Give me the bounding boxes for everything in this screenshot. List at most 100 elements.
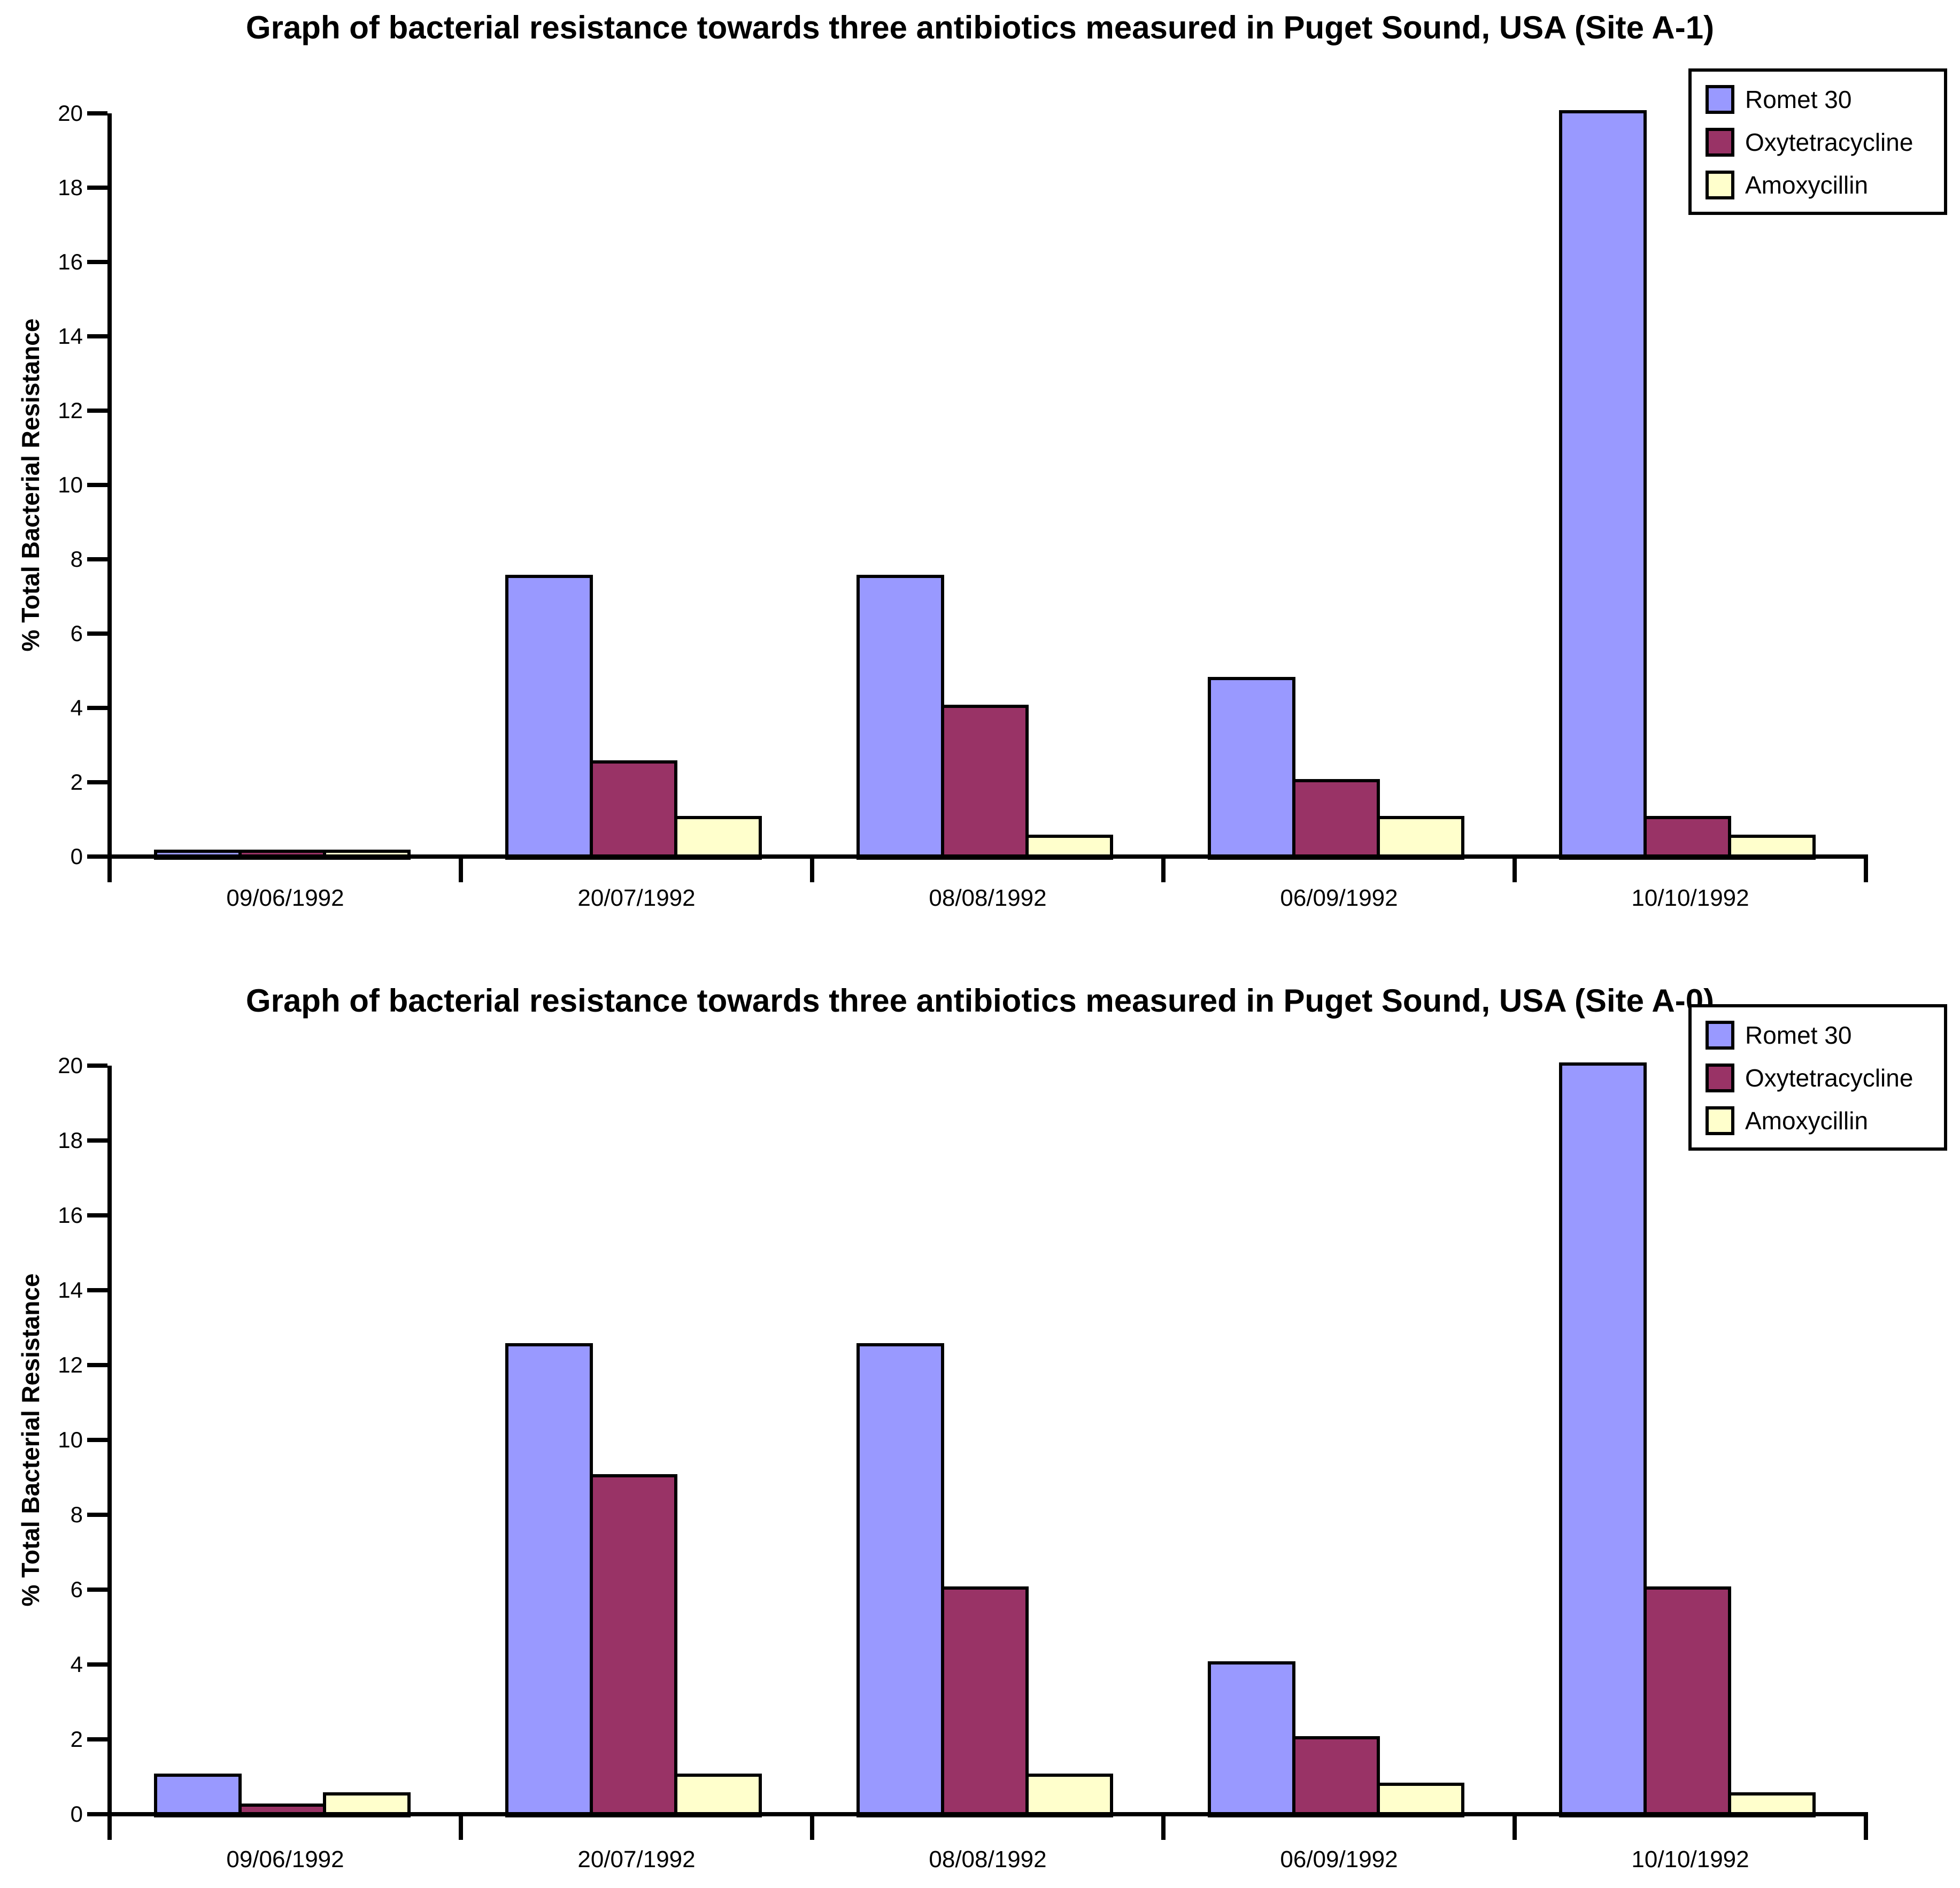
y-tick-label: 4	[70, 695, 83, 720]
legend-label: Amoxycillin	[1745, 171, 1869, 199]
y-tick	[87, 706, 107, 710]
bar-romet-30-20-07-1992	[505, 575, 593, 860]
y-axis-line	[107, 113, 112, 882]
y-tick	[87, 854, 107, 859]
legend-item: Oxytetracycline	[1692, 1057, 1944, 1099]
bar-romet-30-09-06-1992	[154, 1774, 242, 1817]
y-tick	[87, 334, 107, 338]
legend-swatch-oxytetracycline	[1706, 1064, 1734, 1092]
x-tick	[1161, 1812, 1166, 1840]
x-axis-line	[107, 854, 1868, 859]
legend-swatch-oxytetracycline	[1706, 128, 1734, 157]
x-tick	[459, 854, 463, 882]
legend-item: Romet 30	[1692, 1014, 1944, 1057]
bar-oxytetracycline-20-07-1992	[590, 1474, 677, 1817]
y-tick-label: 10	[58, 1427, 83, 1452]
legend-item: Amoxycillin	[1692, 164, 1944, 206]
y-tick-label: 8	[70, 1502, 83, 1527]
y-tick	[87, 1588, 107, 1592]
y-tick	[87, 1288, 107, 1292]
y-tick-label: 6	[70, 621, 83, 646]
y-tick-label: 18	[58, 1128, 83, 1153]
legend-item: Romet 30	[1692, 78, 1944, 121]
y-tick	[87, 1363, 107, 1367]
x-category-label: 08/08/1992	[929, 1846, 1047, 1872]
y-tick-label: 0	[70, 1801, 83, 1827]
bar-oxytetracycline-10-10-1992	[1643, 816, 1731, 860]
bar-romet-30-08-08-1992	[856, 1343, 944, 1817]
x-category-label: 20/07/1992	[577, 885, 696, 911]
bar-amoxycillin-20-07-1992	[674, 1774, 762, 1817]
bar-romet-30-06-09-1992	[1208, 677, 1295, 860]
x-tick	[1161, 854, 1166, 882]
bar-oxytetracycline-06-09-1992	[1292, 1736, 1380, 1817]
legend-label: Romet 30	[1745, 86, 1852, 113]
x-tick	[810, 1812, 814, 1840]
x-tick	[1864, 854, 1868, 882]
bar-amoxycillin-08-08-1992	[1025, 1774, 1113, 1817]
y-tick	[87, 1064, 107, 1068]
x-tick	[1513, 1812, 1517, 1840]
y-tick-label: 8	[70, 546, 83, 572]
legend-swatch-romet-30	[1706, 1021, 1734, 1050]
y-tick	[87, 111, 107, 115]
y-tick-label: 14	[58, 1277, 83, 1303]
y-tick-label: 18	[58, 175, 83, 200]
bar-oxytetracycline-10-10-1992	[1643, 1586, 1731, 1817]
x-category-label: 10/10/1992	[1631, 1846, 1749, 1872]
legend-item: Oxytetracycline	[1692, 121, 1944, 164]
bar-romet-30-20-07-1992	[505, 1343, 593, 1817]
y-tick-label: 0	[70, 844, 83, 869]
y-tick	[87, 780, 107, 784]
bar-oxytetracycline-08-08-1992	[941, 1586, 1029, 1817]
legend-label: Oxytetracycline	[1745, 1064, 1913, 1092]
x-category-label: 09/06/1992	[226, 885, 344, 911]
y-tick	[87, 1438, 107, 1442]
y-tick	[87, 1737, 107, 1741]
x-tick	[1513, 854, 1517, 882]
x-category-label: 09/06/1992	[226, 1846, 344, 1872]
bar-oxytetracycline-06-09-1992	[1292, 779, 1380, 860]
y-axis-line	[107, 1066, 112, 1840]
y-tick-label: 20	[58, 101, 83, 126]
x-axis-line	[107, 1812, 1868, 1816]
legend-swatch-romet-30	[1706, 85, 1734, 114]
x-tick	[459, 1812, 463, 1840]
x-category-label: 20/07/1992	[577, 1846, 696, 1872]
legend-label: Romet 30	[1745, 1021, 1852, 1049]
bar-romet-30-10-10-1992	[1559, 1062, 1647, 1817]
legend: Romet 30 Oxytetracycline Amoxycillin	[1688, 68, 1947, 215]
x-category-label: 10/10/1992	[1631, 885, 1749, 911]
x-category-label: 06/09/1992	[1280, 885, 1398, 911]
x-category-label: 06/09/1992	[1280, 1846, 1398, 1872]
legend: Romet 30 Oxytetracycline Amoxycillin	[1688, 1004, 1947, 1151]
y-tick-label: 4	[70, 1652, 83, 1677]
chart-title: Graph of bacterial resistance towards th…	[245, 10, 1715, 45]
legend-swatch-amoxycillin	[1706, 1106, 1734, 1135]
y-tick	[87, 260, 107, 264]
y-tick	[87, 483, 107, 487]
y-tick-label: 12	[58, 1352, 83, 1377]
y-tick	[87, 557, 107, 561]
legend-swatch-amoxycillin	[1706, 171, 1734, 199]
y-tick	[87, 409, 107, 413]
y-tick-label: 16	[58, 1203, 83, 1228]
y-tick-label: 20	[58, 1053, 83, 1078]
bar-amoxycillin-06-09-1992	[1377, 816, 1464, 860]
y-tick-label: 2	[70, 769, 83, 795]
x-category-label: 08/08/1992	[929, 885, 1047, 911]
bar-romet-30-10-10-1992	[1559, 110, 1647, 860]
y-tick	[87, 1138, 107, 1143]
y-tick	[87, 1513, 107, 1517]
y-tick	[87, 186, 107, 190]
legend-label: Amoxycillin	[1745, 1107, 1869, 1135]
y-tick	[87, 1213, 107, 1217]
chart-title: Graph of bacterial resistance towards th…	[245, 983, 1715, 1019]
legend-item: Amoxycillin	[1692, 1099, 1944, 1142]
legend-label: Oxytetracycline	[1745, 128, 1913, 156]
bar-oxytetracycline-20-07-1992	[590, 760, 677, 860]
bar-amoxycillin-20-07-1992	[674, 816, 762, 860]
y-tick-label: 2	[70, 1727, 83, 1752]
y-tick-label: 16	[58, 249, 83, 274]
